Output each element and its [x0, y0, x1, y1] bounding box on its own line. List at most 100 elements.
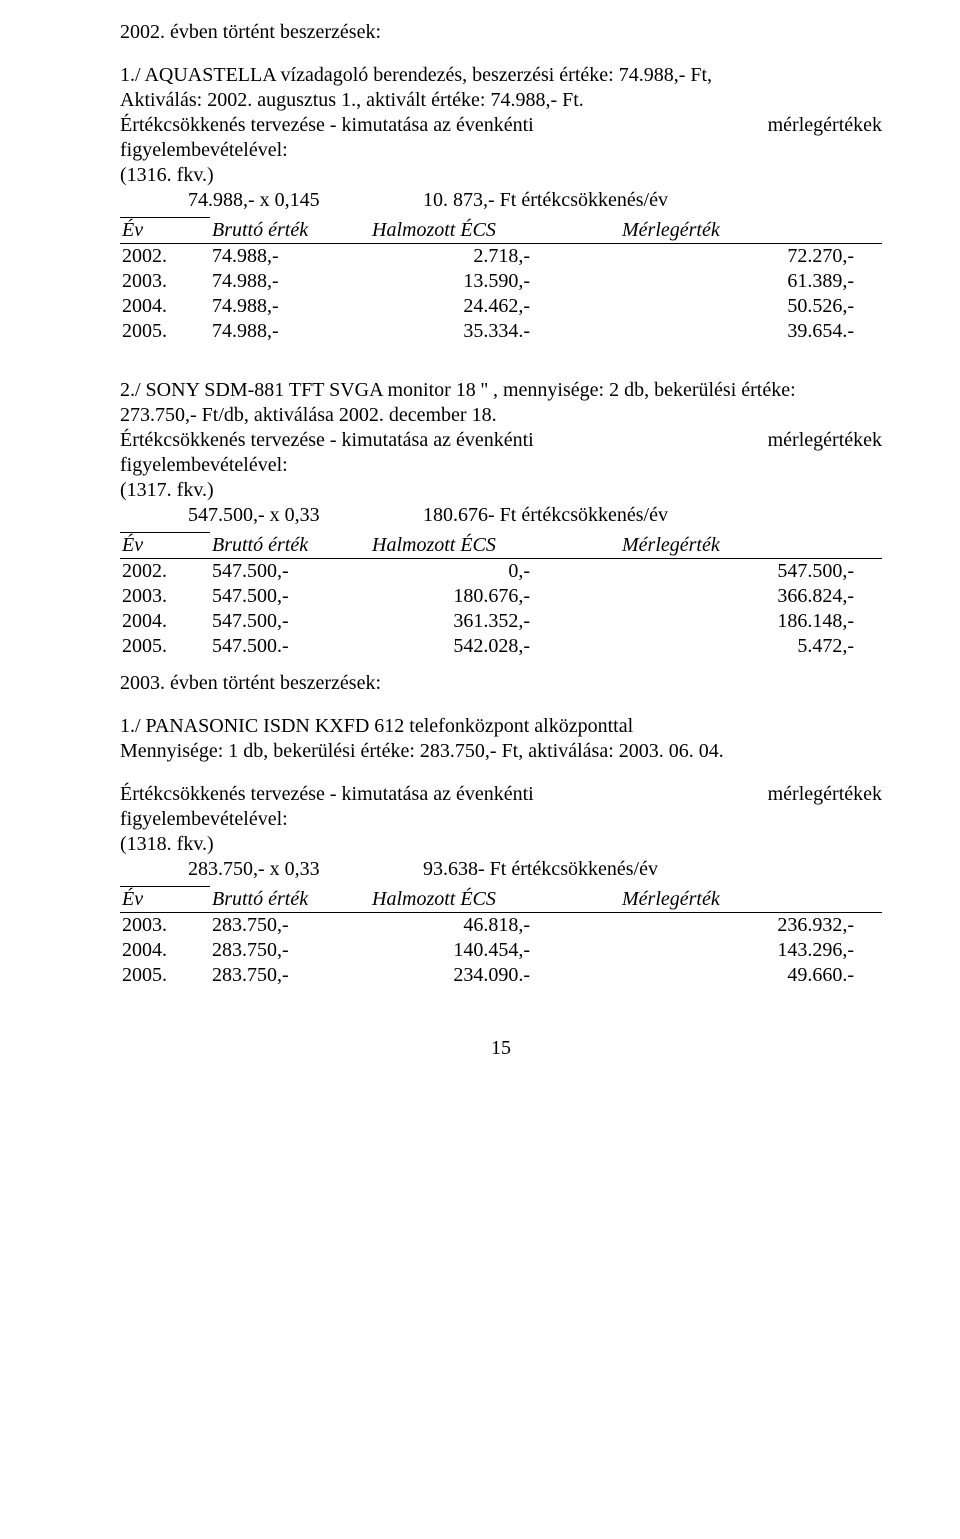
cell-balance: 5.472,- — [620, 634, 882, 659]
table-row: 2002. 74.988,- 2.718,- 72.270,- — [120, 244, 882, 270]
cell-balance: 72.270,- — [620, 244, 882, 270]
cell-accum: 0,- — [370, 559, 620, 585]
cell-balance: 49.660.- — [620, 963, 882, 988]
cell-year: 2002. — [120, 559, 210, 585]
th-year: Év — [120, 533, 210, 559]
th-accum: Halmozott ÉCS — [370, 218, 620, 244]
text-left: Értékcsökkenés tervezése - kimutatása az… — [120, 113, 534, 138]
table-row: 2004. 74.988,- 24.462,- 50.526,- — [120, 294, 882, 319]
cell-gross: 74.988,- — [210, 294, 370, 319]
cell-accum: 13.590,- — [370, 269, 620, 294]
cell-balance: 143.296,- — [620, 938, 882, 963]
cell-balance: 547.500,- — [620, 559, 882, 585]
table-row: 2005. 74.988,- 35.334.- 39.654.- — [120, 319, 882, 344]
cell-year: 2004. — [120, 938, 210, 963]
body-text: figyelembevételével: — [120, 138, 882, 163]
cell-year: 2004. — [120, 294, 210, 319]
table-row: 2003. 283.750,- 46.818,- 236.932,- — [120, 913, 882, 939]
cell-balance: 61.389,- — [620, 269, 882, 294]
table-header-row: Év Bruttó érték Halmozott ÉCS Mérlegérté… — [120, 218, 882, 244]
cell-accum: 35.334.- — [370, 319, 620, 344]
cell-gross: 74.988,- — [210, 319, 370, 344]
cell-year: 2002. — [120, 244, 210, 270]
cell-balance: 39.654.- — [620, 319, 882, 344]
cell-accum: 140.454,- — [370, 938, 620, 963]
page-number: 15 — [120, 1036, 882, 1061]
cell-accum: 542.028,- — [370, 634, 620, 659]
cell-year: 2005. — [120, 319, 210, 344]
th-year: Év — [120, 218, 210, 244]
depreciation-table-3: Év Bruttó érték Halmozott ÉCS Mérlegérté… — [120, 886, 882, 988]
text-right: mérlegértékek — [768, 782, 882, 807]
cell-balance: 236.932,- — [620, 913, 882, 939]
depreciation-table-1: Év Bruttó érték Halmozott ÉCS Mérlegérté… — [120, 217, 882, 344]
cell-balance: 366.824,- — [620, 584, 882, 609]
text-left: Értékcsökkenés tervezése - kimutatása az… — [120, 428, 534, 453]
text-left: Értékcsökkenés tervezése - kimutatása az… — [120, 782, 534, 807]
table-row: 2005. 283.750,- 234.090.- 49.660.- — [120, 963, 882, 988]
body-text: 273.750,- Ft/db, aktiválása 2002. decemb… — [120, 403, 882, 428]
table-header-row: Év Bruttó érték Halmozott ÉCS Mérlegérté… — [120, 533, 882, 559]
cell-gross: 547.500,- — [210, 584, 370, 609]
table-header-row: Év Bruttó érték Halmozott ÉCS Mérlegérté… — [120, 887, 882, 913]
body-text: Aktiválás: 2002. augusztus 1., aktivált … — [120, 88, 882, 113]
cell-accum: 234.090.- — [370, 963, 620, 988]
calc-line: 74.988,- x 0,145 10. 873,- Ft értékcsökk… — [120, 188, 882, 213]
cell-accum: 24.462,- — [370, 294, 620, 319]
cell-gross: 547.500.- — [210, 634, 370, 659]
body-text-justified: Értékcsökkenés tervezése - kimutatása az… — [120, 428, 882, 453]
calc-line: 283.750,- x 0,33 93.638- Ft értékcsökken… — [120, 857, 882, 882]
calc-rhs: 180.676- Ft értékcsökkenés/év — [423, 504, 668, 526]
cell-accum: 361.352,- — [370, 609, 620, 634]
th-balance: Mérlegérték — [620, 218, 882, 244]
table-row: 2003. 74.988,- 13.590,- 61.389,- — [120, 269, 882, 294]
cell-year: 2005. — [120, 634, 210, 659]
th-year: Év — [120, 887, 210, 913]
cell-balance: 50.526,- — [620, 294, 882, 319]
table-row: 2003. 547.500,- 180.676,- 366.824,- — [120, 584, 882, 609]
calc-rhs: 10. 873,- Ft értékcsökkenés/év — [423, 189, 668, 211]
cell-year: 2005. — [120, 963, 210, 988]
body-text: Mennyisége: 1 db, bekerülési értéke: 283… — [120, 739, 882, 764]
table-row: 2002. 547.500,- 0,- 547.500,- — [120, 559, 882, 585]
cell-gross: 283.750,- — [210, 938, 370, 963]
body-text: (1317. fkv.) — [120, 478, 882, 503]
body-text: (1318. fkv.) — [120, 832, 882, 857]
body-text: 1./ AQUASTELLA vízadagoló berendezés, be… — [120, 63, 882, 88]
table-row: 2005. 547.500.- 542.028,- 5.472,- — [120, 634, 882, 659]
calc-rhs: 93.638- Ft értékcsökkenés/év — [423, 858, 658, 880]
cell-accum: 46.818,- — [370, 913, 620, 939]
cell-year: 2003. — [120, 913, 210, 939]
cell-accum: 180.676,- — [370, 584, 620, 609]
cell-gross: 74.988,- — [210, 244, 370, 270]
calc-lhs: 74.988,- x 0,145 — [188, 188, 418, 213]
cell-gross: 547.500,- — [210, 609, 370, 634]
cell-accum: 2.718,- — [370, 244, 620, 270]
body-text: 1./ PANASONIC ISDN KXFD 612 telefonközpo… — [120, 714, 882, 739]
cell-year: 2003. — [120, 269, 210, 294]
body-text: figyelembevételével: — [120, 807, 882, 832]
cell-year: 2004. — [120, 609, 210, 634]
calc-lhs: 283.750,- x 0,33 — [188, 857, 418, 882]
table-row: 2004. 547.500,- 361.352,- 186.148,- — [120, 609, 882, 634]
th-accum: Halmozott ÉCS — [370, 533, 620, 559]
th-accum: Halmozott ÉCS — [370, 887, 620, 913]
th-balance: Mérlegérték — [620, 533, 882, 559]
calc-line: 547.500,- x 0,33 180.676- Ft értékcsökke… — [120, 503, 882, 528]
cell-gross: 74.988,- — [210, 269, 370, 294]
th-gross: Bruttó érték — [210, 533, 370, 559]
section-heading: 2003. évben történt beszerzések: — [120, 671, 882, 696]
body-text: figyelembevételével: — [120, 453, 882, 478]
cell-gross: 283.750,- — [210, 963, 370, 988]
body-text-justified: Értékcsökkenés tervezése - kimutatása az… — [120, 782, 882, 807]
th-gross: Bruttó érték — [210, 218, 370, 244]
depreciation-table-2: Év Bruttó érték Halmozott ÉCS Mérlegérté… — [120, 532, 882, 659]
cell-year: 2003. — [120, 584, 210, 609]
calc-lhs: 547.500,- x 0,33 — [188, 503, 418, 528]
text-right: mérlegértékek — [768, 113, 882, 138]
th-balance: Mérlegérték — [620, 887, 882, 913]
cell-gross: 547.500,- — [210, 559, 370, 585]
body-text: 2./ SONY SDM-881 TFT SVGA monitor 18 '' … — [120, 378, 882, 403]
cell-gross: 283.750,- — [210, 913, 370, 939]
cell-balance: 186.148,- — [620, 609, 882, 634]
